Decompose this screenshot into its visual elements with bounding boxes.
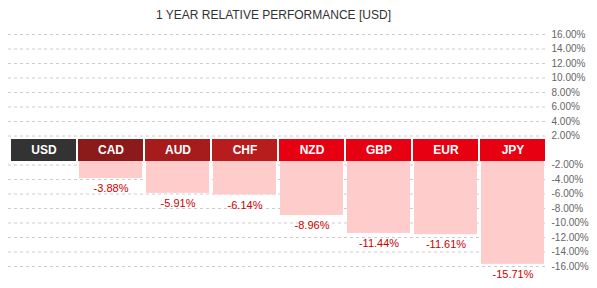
svg-text:-10.00%: -10.00% bbox=[552, 217, 589, 228]
svg-text:EUR: EUR bbox=[433, 143, 459, 157]
svg-text:16.00%: 16.00% bbox=[552, 29, 586, 40]
svg-text:-8.96%: -8.96% bbox=[295, 219, 330, 231]
svg-text:USD: USD bbox=[31, 143, 57, 157]
svg-text:-16.00%: -16.00% bbox=[552, 261, 589, 272]
svg-text:-3.88%: -3.88% bbox=[94, 182, 129, 194]
svg-text:-15.71%: -15.71% bbox=[493, 268, 534, 280]
svg-text:-11.44%: -11.44% bbox=[359, 237, 399, 249]
svg-text:4.00%: 4.00% bbox=[552, 116, 580, 127]
svg-text:-12.00%: -12.00% bbox=[552, 232, 589, 243]
svg-text:NZD: NZD bbox=[300, 143, 325, 157]
html-text:1 YEAR RELATIVE PERFORMANCE [U: 1 YEAR RELATIVE PERFORMANCE [USD] bbox=[156, 8, 391, 22]
svg-text:AUD: AUD bbox=[165, 143, 191, 157]
svg-text:-11.61%: -11.61% bbox=[426, 238, 466, 250]
svg-text:10.00%: 10.00% bbox=[552, 72, 586, 83]
svg-text:GBP: GBP bbox=[366, 143, 392, 157]
svg-text:JPY: JPY bbox=[502, 143, 525, 157]
svg-text:-5.91%: -5.91% bbox=[161, 197, 196, 209]
svg-text:-8.00%: -8.00% bbox=[552, 203, 584, 214]
svg-text:-4.00%: -4.00% bbox=[552, 174, 584, 185]
svg-text:-6.00%: -6.00% bbox=[552, 188, 584, 199]
svg-text:-14.00%: -14.00% bbox=[552, 246, 589, 257]
svg-text:-6.14%: -6.14% bbox=[228, 199, 263, 211]
svg-text:CAD: CAD bbox=[98, 143, 124, 157]
svg-text:6.00%: 6.00% bbox=[552, 101, 580, 112]
svg-text:12.00%: 12.00% bbox=[552, 58, 586, 69]
svg-text:8.00%: 8.00% bbox=[552, 87, 580, 98]
svg-text:14.00%: 14.00% bbox=[552, 43, 586, 54]
svg-text:-2.00%: -2.00% bbox=[552, 159, 584, 170]
svg-text:2.00%: 2.00% bbox=[552, 130, 580, 141]
svg-text:CHF: CHF bbox=[233, 143, 258, 157]
